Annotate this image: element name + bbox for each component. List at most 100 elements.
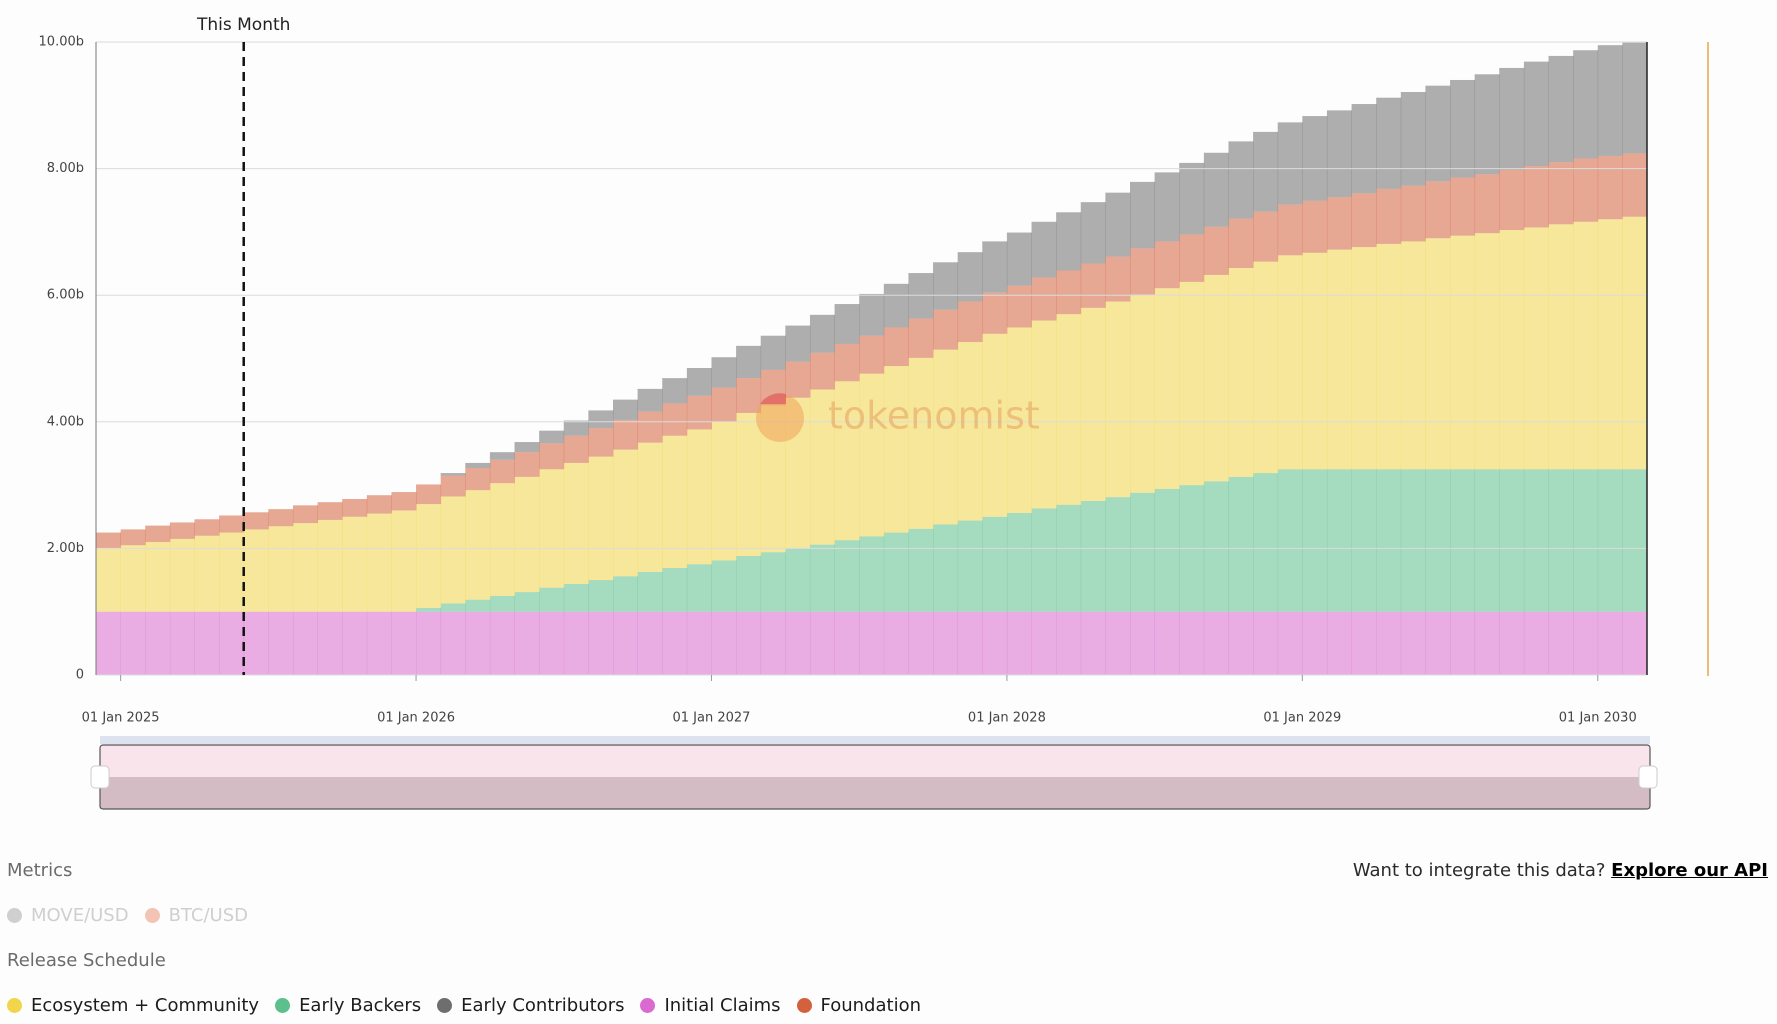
area-step <box>366 611 392 675</box>
area-step <box>785 548 811 612</box>
area-step <box>342 611 368 675</box>
area-step <box>169 522 195 539</box>
area-step <box>514 611 540 675</box>
area-step <box>120 529 146 546</box>
legend-item[interactable]: Early Backers <box>275 995 421 1016</box>
navigator-track <box>100 736 1650 744</box>
x-tick-label: 01 Jan 2030 <box>1559 711 1637 726</box>
area-step <box>760 335 786 370</box>
area-step <box>957 301 983 343</box>
area-step <box>1597 45 1623 156</box>
area-step <box>711 421 737 561</box>
area-step <box>859 373 885 537</box>
area-step <box>1228 267 1254 477</box>
area-step <box>465 462 491 469</box>
area-step <box>1450 611 1476 675</box>
area-step <box>982 292 1008 334</box>
area-step <box>1277 611 1303 675</box>
area-step <box>1031 221 1057 278</box>
area-step <box>711 611 737 675</box>
area-step <box>1130 181 1156 249</box>
area-step <box>1425 611 1451 675</box>
area-step <box>1523 611 1549 675</box>
area-step <box>1597 155 1623 220</box>
area-step <box>760 552 786 612</box>
area-step <box>1253 261 1279 474</box>
area-step <box>1056 314 1082 505</box>
area-step <box>1326 110 1352 198</box>
area-step <box>711 357 737 388</box>
area-step <box>1425 469 1451 612</box>
legend-item[interactable]: Early Contributors <box>437 995 624 1016</box>
area-step <box>883 327 909 367</box>
area-step <box>1474 611 1500 675</box>
area-step <box>883 283 909 328</box>
area-step <box>883 611 909 675</box>
area-step <box>785 361 811 398</box>
area-step <box>1597 219 1623 470</box>
area-step <box>539 611 565 675</box>
area-step <box>908 273 934 319</box>
area-step <box>711 387 737 422</box>
area-step <box>1031 277 1057 321</box>
area-step <box>834 381 860 541</box>
x-tick-label: 01 Jan 2027 <box>673 711 751 726</box>
area-step <box>1351 469 1377 612</box>
area-step <box>1573 469 1599 612</box>
area-step <box>539 430 565 444</box>
area-step <box>366 495 392 514</box>
area-step <box>416 611 442 675</box>
navigator-handle-left[interactable] <box>90 765 110 789</box>
area-step <box>145 525 171 543</box>
area-step <box>194 535 220 612</box>
area-step <box>957 252 983 302</box>
watermark-text: tokenomist <box>828 394 1040 438</box>
plot-area <box>96 42 1648 675</box>
area-step <box>1622 216 1648 470</box>
area-step <box>96 611 122 675</box>
area-step <box>416 484 442 505</box>
area-step <box>514 592 540 612</box>
area-step <box>169 538 195 612</box>
area-step <box>736 611 762 675</box>
area-step <box>859 611 885 675</box>
legend-item[interactable]: BTC/USD <box>144 905 248 926</box>
area-step <box>1400 469 1426 612</box>
area-step <box>120 611 146 675</box>
area-step <box>1203 611 1229 675</box>
area-step <box>145 611 171 675</box>
area-step <box>194 519 220 536</box>
area-step <box>1622 469 1648 612</box>
area-step <box>194 611 220 675</box>
area-step <box>686 429 712 565</box>
legend-item[interactable]: Ecosystem + Community <box>7 995 259 1016</box>
legend-item[interactable]: Initial Claims <box>640 995 781 1016</box>
area-step <box>219 515 245 533</box>
legend-item[interactable]: Foundation <box>796 995 921 1016</box>
area-step <box>1523 166 1549 228</box>
area-step <box>982 333 1008 517</box>
area-step <box>145 542 171 612</box>
area-step <box>514 442 540 453</box>
area-step <box>1080 263 1106 308</box>
area-step <box>1006 232 1032 286</box>
area-step <box>219 611 245 675</box>
metrics-title: Metrics <box>7 860 73 881</box>
area-step <box>834 343 860 382</box>
area-step <box>588 580 614 612</box>
area-step <box>342 516 368 612</box>
area-step <box>440 473 466 476</box>
legend-item[interactable]: MOVE/USD <box>7 905 129 926</box>
area-step <box>662 378 688 404</box>
navigator-handle-right[interactable] <box>1638 765 1658 789</box>
area-step <box>1351 104 1377 194</box>
area-step <box>366 513 392 612</box>
api-link[interactable]: Explore our API <box>1611 860 1768 881</box>
area-step <box>957 520 983 612</box>
area-step <box>1326 611 1352 675</box>
legend: Ecosystem + Community Early Backers Early … <box>7 995 921 1016</box>
area-step <box>1548 224 1574 470</box>
area-step <box>982 611 1008 675</box>
y-tick-label: 8.00b <box>47 161 84 176</box>
